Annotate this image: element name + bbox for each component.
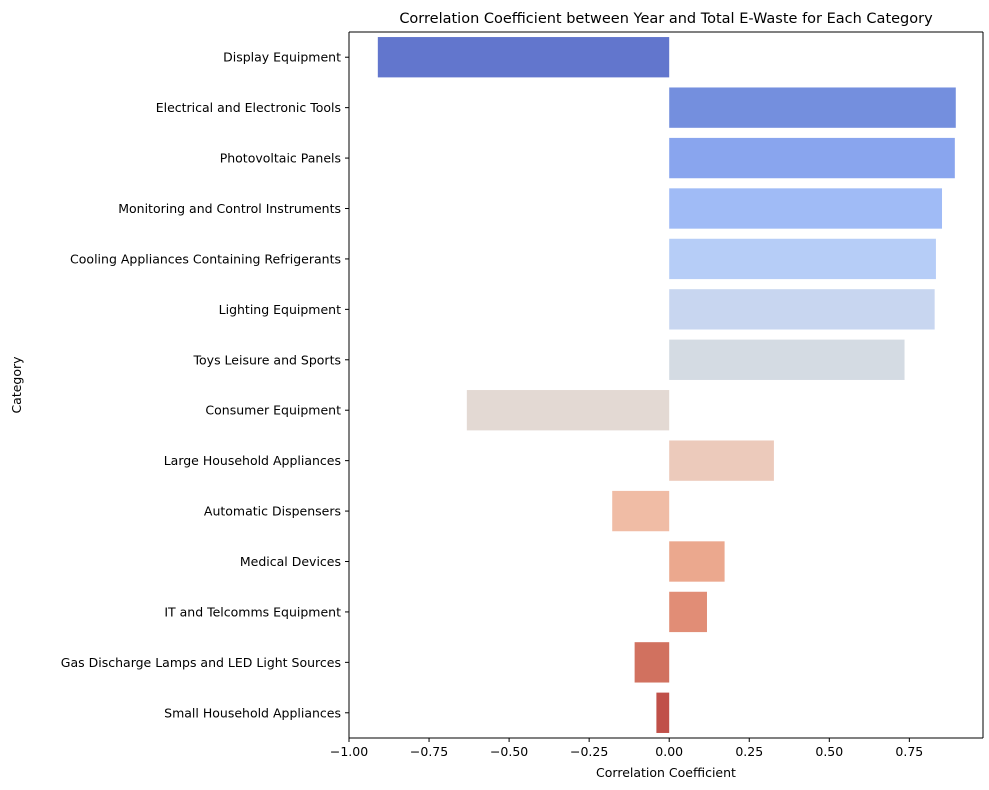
- y-tick-label: Electrical and Electronic Tools: [156, 100, 341, 115]
- y-tick-label: Monitoring and Control Instruments: [118, 201, 341, 216]
- x-tick-label: 0.25: [735, 744, 763, 759]
- bar: [669, 87, 956, 128]
- x-tick-label: −0.50: [490, 744, 528, 759]
- y-tick-label: Cooling Appliances Containing Refrigeran…: [70, 251, 341, 266]
- y-tick-label: Gas Discharge Lamps and LED Light Source…: [61, 655, 341, 670]
- bar: [669, 137, 955, 179]
- y-tick-label: Toys Leisure and Sports: [193, 352, 341, 367]
- y-tick-label: Display Equipment: [223, 50, 341, 65]
- x-tick-label: 0.50: [815, 744, 843, 759]
- axes-spines: [348, 31, 984, 739]
- y-axis-label: Category: [9, 356, 24, 414]
- y-tick-label: Small Household Appliances: [164, 705, 341, 720]
- bar: [466, 390, 670, 431]
- x-tick-label: 0.75: [895, 744, 923, 759]
- y-tick-label: Lighting Equipment: [219, 302, 341, 317]
- y-tick-label: Medical Devices: [240, 554, 341, 569]
- y-tick-label: IT and Telcomms Equipment: [164, 604, 341, 619]
- x-tick-label: −0.75: [410, 744, 448, 759]
- bar: [669, 289, 935, 330]
- bar: [669, 591, 707, 633]
- bar: [669, 440, 774, 481]
- x-tick-label: 0.00: [655, 744, 683, 759]
- x-axis-label: Correlation Coefficient: [596, 765, 736, 780]
- x-ticks-group: −1.00 −0.75 −0.50 −0.25 0.00 0.25 0.50 0.75: [330, 738, 923, 759]
- x-tick-label: −0.25: [570, 744, 608, 759]
- chart-title: Correlation Coefficient between Year and…: [399, 11, 933, 27]
- y-tick-label: Large Household Appliances: [164, 453, 341, 468]
- bar: [669, 188, 943, 229]
- bar: [377, 37, 670, 78]
- bar: [669, 541, 725, 582]
- bar: [634, 642, 670, 683]
- bar: [656, 692, 670, 733]
- bar: [669, 238, 936, 280]
- bar: [612, 490, 670, 532]
- y-ticks-group: Display Equipment Electrical and Electron…: [61, 50, 349, 720]
- y-tick-label: Consumer Equipment: [205, 403, 341, 418]
- bars-group: [377, 37, 956, 733]
- y-tick-label: Automatic Dispensers: [204, 504, 341, 519]
- bar: [669, 339, 905, 380]
- y-tick-label: Photovoltaic Panels: [220, 151, 341, 166]
- x-tick-label: −1.00: [330, 744, 368, 759]
